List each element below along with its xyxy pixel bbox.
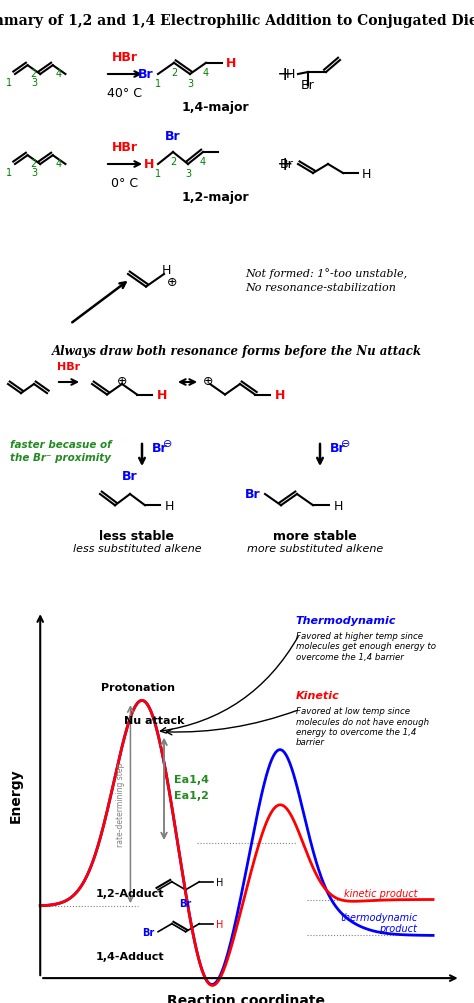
Text: H: H — [144, 158, 154, 172]
Text: H: H — [275, 388, 285, 401]
Text: more substituted alkene: more substituted alkene — [247, 544, 383, 554]
Text: Br: Br — [180, 898, 191, 908]
Text: Summary of 1,2 and 1,4 Electrophilic Addition to Conjugated Dienes: Summary of 1,2 and 1,4 Electrophilic Add… — [0, 14, 474, 28]
Text: Ea1,2: Ea1,2 — [174, 790, 209, 800]
Text: H: H — [165, 499, 174, 513]
Text: Favored at low temp since
molecules do not have enough
energy to overcome the 1,: Favored at low temp since molecules do n… — [296, 706, 428, 746]
Text: 4: 4 — [56, 69, 62, 79]
Text: HBr: HBr — [57, 362, 81, 372]
Text: the Br⁻ proximity: the Br⁻ proximity — [10, 452, 111, 462]
Text: 1,2-Adduct: 1,2-Adduct — [95, 888, 164, 898]
Text: H: H — [362, 168, 371, 181]
Text: Br: Br — [152, 441, 168, 454]
Text: thermodynamic
product: thermodynamic product — [340, 912, 418, 934]
Text: H: H — [157, 388, 167, 401]
Text: 1: 1 — [155, 169, 161, 179]
Text: faster becasue of: faster becasue of — [10, 439, 111, 449]
Text: Br: Br — [138, 67, 154, 80]
Text: 0° C: 0° C — [111, 177, 138, 190]
Text: Always draw both resonance forms before the Nu attack: Always draw both resonance forms before … — [52, 345, 422, 358]
Y-axis label: Energy: Energy — [9, 767, 23, 822]
Text: ⊖: ⊖ — [341, 438, 350, 448]
Text: 3: 3 — [31, 78, 37, 88]
Text: Favored at higher temp since
molecules get enough energy to
overcome the 1,4 bar: Favored at higher temp since molecules g… — [296, 631, 436, 661]
Text: +: + — [277, 155, 293, 175]
Text: ⊕: ⊕ — [203, 375, 213, 387]
Text: H: H — [226, 57, 237, 70]
Text: H: H — [216, 919, 224, 929]
Text: +: + — [277, 65, 293, 84]
Text: Thermodynamic: Thermodynamic — [296, 615, 396, 625]
Text: 2: 2 — [30, 69, 36, 79]
Text: H: H — [161, 264, 171, 277]
Text: 3: 3 — [185, 169, 191, 179]
Text: 2: 2 — [30, 159, 36, 170]
Text: 4: 4 — [200, 156, 206, 166]
Text: H: H — [286, 68, 295, 81]
Text: Br: Br — [122, 469, 138, 482]
Text: Br: Br — [280, 158, 294, 172]
Text: 4: 4 — [56, 159, 62, 170]
Text: ⊖: ⊖ — [163, 438, 173, 448]
Text: 1,2-major: 1,2-major — [181, 191, 249, 204]
Text: kinetic product: kinetic product — [344, 888, 418, 898]
Text: 2: 2 — [170, 156, 176, 166]
Text: ⊕: ⊕ — [167, 276, 177, 289]
Text: Br: Br — [246, 488, 261, 502]
Text: Br: Br — [142, 927, 154, 937]
X-axis label: Reaction coordinate: Reaction coordinate — [167, 994, 326, 1003]
Text: H: H — [216, 877, 224, 887]
Text: Br: Br — [301, 79, 315, 92]
Text: Nu attack: Nu attack — [124, 715, 184, 725]
Text: 1: 1 — [6, 78, 12, 88]
Text: HBr: HBr — [112, 140, 138, 153]
Text: 1,4-major: 1,4-major — [181, 101, 249, 114]
Text: rate-determining step: rate-determining step — [116, 762, 125, 847]
Text: ⊕: ⊕ — [117, 375, 127, 387]
Text: less stable: less stable — [100, 530, 174, 543]
Text: Protonation: Protonation — [101, 683, 175, 693]
Text: less substituted alkene: less substituted alkene — [73, 544, 201, 554]
Text: 3: 3 — [31, 168, 37, 178]
Text: 4: 4 — [203, 68, 209, 77]
Text: more stable: more stable — [273, 530, 357, 543]
Text: Ea1,4: Ea1,4 — [174, 774, 209, 784]
Text: 1: 1 — [6, 168, 12, 178]
Text: Kinetic: Kinetic — [296, 690, 339, 700]
Text: H: H — [334, 499, 343, 513]
Text: 2: 2 — [171, 68, 177, 77]
Text: 1: 1 — [155, 79, 161, 89]
Text: Br: Br — [165, 129, 181, 142]
Text: HBr: HBr — [112, 51, 138, 64]
Text: Br: Br — [330, 441, 346, 454]
Text: Not formed: 1°-too unstable,: Not formed: 1°-too unstable, — [245, 268, 407, 279]
Text: 3: 3 — [187, 79, 193, 89]
Text: 1,4-Adduct: 1,4-Adduct — [95, 951, 164, 961]
Text: No resonance-stabilization: No resonance-stabilization — [245, 283, 396, 293]
Text: 40° C: 40° C — [108, 87, 143, 100]
